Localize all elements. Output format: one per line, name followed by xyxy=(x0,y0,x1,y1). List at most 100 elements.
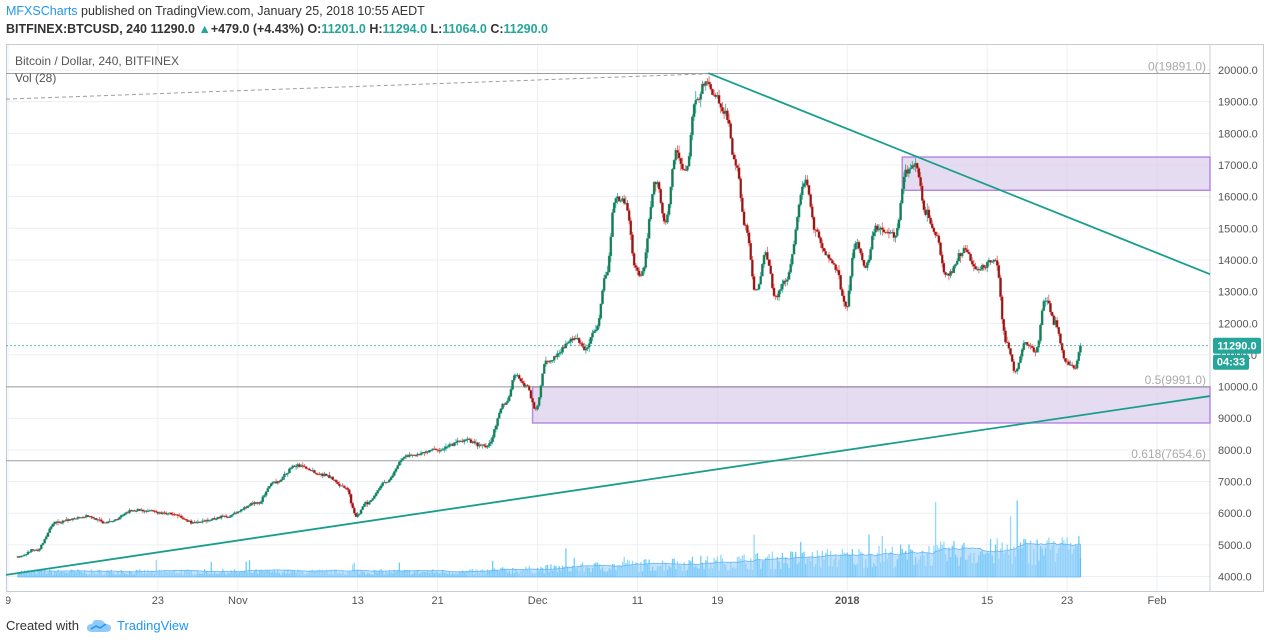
candle-body xyxy=(454,442,458,444)
candle-body xyxy=(792,244,796,255)
candle-body xyxy=(90,515,93,518)
candle-body xyxy=(737,167,741,179)
candle-body xyxy=(789,264,792,273)
candle-body xyxy=(609,236,613,257)
candle-body xyxy=(1052,315,1056,325)
candle-body xyxy=(762,254,766,265)
candle-body xyxy=(359,509,363,514)
candle-body xyxy=(473,441,476,444)
time-tick-label: Nov xyxy=(228,595,248,607)
candle-body xyxy=(58,521,61,523)
candle-body xyxy=(586,347,589,349)
candle-body xyxy=(551,360,554,362)
candle-body xyxy=(134,510,138,512)
candle-body xyxy=(709,83,712,90)
candle-body xyxy=(271,481,275,484)
candle-body xyxy=(907,168,911,174)
high-value: 11294.0 xyxy=(382,22,428,36)
candle-body xyxy=(862,259,866,266)
candle-body xyxy=(990,261,994,263)
candle-body xyxy=(796,217,799,230)
candle-body xyxy=(872,232,876,237)
candle-body xyxy=(1079,345,1082,353)
candle-body xyxy=(831,260,834,264)
price-tick-label: 16000.0 xyxy=(1218,192,1258,204)
volume-bar xyxy=(1016,500,1018,577)
candle-body xyxy=(802,183,806,187)
candle-body xyxy=(940,254,944,264)
candle-body xyxy=(960,252,964,257)
candle-body xyxy=(594,329,598,332)
candle-body xyxy=(689,134,693,157)
candle-body xyxy=(817,231,821,238)
candle-body xyxy=(276,481,280,484)
symbol-label: BITFINEX:BTCUSD, 240 xyxy=(6,22,147,36)
volume-bar xyxy=(1009,516,1012,577)
candle-body xyxy=(394,468,398,472)
candle-body xyxy=(491,437,494,443)
low-value: 11064.0 xyxy=(442,22,487,36)
change-value: +479.0 (+4.43%) xyxy=(210,22,304,36)
candle-body xyxy=(1020,349,1024,357)
price-tick-label: 8000.0 xyxy=(1218,445,1252,457)
candle-body xyxy=(707,82,711,85)
low-label: L: xyxy=(430,22,443,36)
candle-body xyxy=(599,303,603,319)
candle-body xyxy=(444,446,448,449)
fib-level-label: 0(19891.0) xyxy=(1148,59,1206,73)
open-label: O: xyxy=(307,22,322,36)
candle-body xyxy=(281,476,285,480)
tradingview-brand-link[interactable]: TradingView xyxy=(116,618,189,633)
candle-body xyxy=(756,289,759,291)
candle-body xyxy=(507,396,511,402)
candle-body xyxy=(209,519,213,521)
candle-body xyxy=(343,485,346,488)
candle-body xyxy=(726,110,729,121)
candle-body xyxy=(334,480,338,483)
candle-body xyxy=(504,402,508,405)
candle-body xyxy=(684,169,688,172)
publish-info: published on TradingView.com, January 25… xyxy=(81,4,425,18)
countdown-label: 04:33 xyxy=(1217,357,1245,369)
candle-body xyxy=(441,449,444,451)
candle-body xyxy=(942,262,946,273)
candle-body xyxy=(236,511,240,514)
candle-body xyxy=(369,500,373,503)
candle-body xyxy=(248,505,251,507)
candle-body xyxy=(399,460,403,463)
candle-body xyxy=(930,223,934,229)
candle-body xyxy=(91,516,95,519)
countdown-bg xyxy=(1213,354,1249,370)
candle-body xyxy=(509,389,513,397)
candle-body xyxy=(266,488,270,492)
candle-body xyxy=(657,182,661,190)
candle-body xyxy=(1007,342,1011,349)
footer: Created with TradingView xyxy=(6,618,189,633)
candle-body xyxy=(229,515,233,518)
candle-body xyxy=(829,258,832,261)
candle-body xyxy=(591,332,594,338)
candle-body xyxy=(852,249,856,259)
candle-body xyxy=(206,519,210,521)
candle-body xyxy=(897,219,901,229)
price-chart[interactable]: 0(19891.0) 0.5(9991.0) 0.618(7654.6) 4000.0… xyxy=(6,44,1264,614)
candle-body xyxy=(781,283,784,290)
candle-body xyxy=(674,150,678,161)
candle-body xyxy=(436,449,439,451)
publisher-name[interactable]: MFXSCharts xyxy=(6,4,78,18)
tradingview-cloud-icon xyxy=(86,619,111,632)
chart-area[interactable]: 0(19891.0) 0.5(9991.0) 0.618(7654.6) 4000.0… xyxy=(6,44,1264,614)
time-tick-label: 9 xyxy=(6,595,11,607)
candle-body xyxy=(224,515,228,517)
time-tick-label: 23 xyxy=(152,595,164,607)
price-tick-label: 18000.0 xyxy=(1218,128,1258,140)
candle-body xyxy=(123,513,126,516)
candle-body xyxy=(612,202,616,213)
candle-body xyxy=(532,402,536,409)
candle-body xyxy=(839,275,842,290)
candle-body xyxy=(979,269,982,271)
candle-body xyxy=(386,481,389,483)
candle-body xyxy=(1050,311,1054,316)
volume-bar xyxy=(248,560,251,577)
time-tick-label: 15 xyxy=(981,595,993,607)
